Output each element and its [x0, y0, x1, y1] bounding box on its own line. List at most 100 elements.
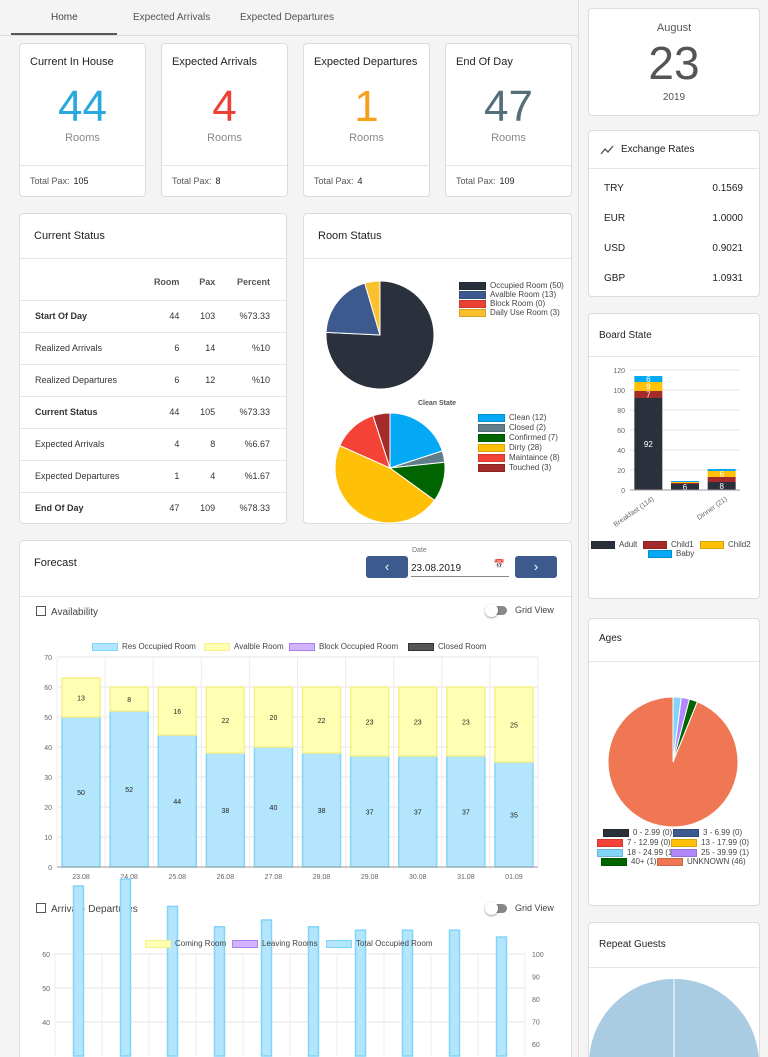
legend-swatch — [408, 642, 434, 651]
kpi-value: 47 — [484, 82, 533, 131]
pax-value: 8 — [215, 176, 221, 186]
col-header-pax: Pax — [199, 276, 216, 287]
legend-swatch — [232, 939, 258, 948]
card-title: Room Status — [318, 230, 382, 242]
legend-item[interactable]: Child2 — [700, 540, 751, 549]
legend-item[interactable]: Leaving Rooms — [232, 939, 318, 948]
tab-expected-arrivals[interactable]: Expected Arrivals — [133, 12, 211, 23]
legend-label: Occupied Room (50) — [490, 281, 564, 290]
legend-item[interactable]: Clean (12) — [478, 413, 546, 422]
legend-swatch — [459, 290, 486, 299]
kpi-value: 1 — [354, 82, 379, 131]
legend-item[interactable]: Adult — [591, 540, 637, 549]
legend-label: 3 - 6.99 (0) — [703, 828, 743, 837]
legend-item[interactable]: 40+ (1) — [601, 857, 657, 866]
card-title: Forecast — [34, 557, 77, 569]
legend-item[interactable]: 13 - 17.99 (0) — [671, 838, 749, 847]
legend-item[interactable]: Maintaince (8) — [478, 453, 560, 462]
col-header-room: Room — [153, 276, 180, 287]
date-input[interactable]: 23.08.2019 📅 — [411, 558, 509, 577]
row-percent: %73.33 — [231, 299, 286, 332]
legend-swatch — [459, 308, 486, 317]
legend-item[interactable]: Closed (2) — [478, 423, 546, 432]
board-state-card: Board State — [588, 313, 760, 599]
kpi-card[interactable]: Expected Arrivals 4 Rooms Total Pax: 8 — [161, 43, 288, 197]
row-percent: %10 — [231, 331, 286, 364]
legend-label: Res Occupied Room — [122, 642, 196, 651]
legend-label: 13 - 17.99 (0) — [701, 838, 750, 847]
date-day: 23 — [648, 37, 700, 89]
legend-item[interactable]: Avalble Room (13) — [459, 290, 556, 299]
legend-label: Maintaince (8) — [509, 453, 560, 462]
legend-label: Closed Room — [438, 642, 487, 651]
grid-view-toggle-2[interactable] — [485, 902, 507, 915]
legend-swatch — [648, 549, 672, 558]
legend-label: Avalble Room (13) — [490, 290, 557, 299]
bar-chart-icon — [36, 903, 46, 913]
legend-label: 7 - 12.99 (0) — [627, 838, 671, 847]
tab-home[interactable]: Home — [51, 12, 78, 23]
legend-item[interactable]: Block Room (0) — [459, 299, 545, 308]
legend-swatch — [459, 281, 486, 290]
row-label: Realized Arrivals — [20, 331, 150, 364]
legend-item[interactable]: Occupied Room (50) — [459, 281, 564, 290]
pax-label: Total Pax: — [30, 176, 70, 186]
legend-item[interactable]: Child1 — [643, 540, 694, 549]
legend-item[interactable]: Res Occupied Room — [92, 642, 196, 651]
legend-swatch — [478, 413, 505, 422]
legend-item[interactable]: Block Occupied Room — [289, 642, 398, 651]
currency-code: USD — [604, 243, 626, 254]
previous-date-button[interactable]: ‹ — [366, 556, 408, 578]
kpi-card[interactable]: End Of Day 47 Rooms Total Pax: 109 — [445, 43, 572, 197]
legend-item[interactable]: UNKNOWN (46) — [657, 857, 746, 866]
legend-item[interactable]: 18 - 24.99 (1) — [597, 848, 675, 857]
tab-expected-departures[interactable]: Expected Departures — [240, 12, 334, 23]
legend-item[interactable]: 25 - 39.99 (1) — [671, 848, 749, 857]
legend-item[interactable]: 7 - 12.99 (0) — [597, 838, 671, 847]
row-room: 6 — [149, 363, 196, 396]
row-pax: 109 — [195, 491, 232, 523]
kpi-card[interactable]: Expected Departures 1 Rooms Total Pax: 4 — [303, 43, 430, 197]
legend-item[interactable]: Closed Room — [408, 642, 486, 651]
legend-label: Closed (2) — [509, 423, 546, 432]
legend-item[interactable]: Confirmed (7) — [478, 433, 558, 442]
legend-label: 0 - 2.99 (0) — [633, 828, 673, 837]
pax-label: Total Pax: — [314, 176, 354, 186]
column-divider — [578, 0, 579, 1057]
legend-label: Avalble Room — [234, 642, 284, 651]
legend-label: 40+ (1) — [631, 857, 657, 866]
row-pax: 103 — [195, 299, 232, 332]
card-title: Board State — [599, 330, 652, 341]
grid-view-toggle[interactable] — [485, 604, 507, 617]
pax-label: Total Pax: — [172, 176, 212, 186]
row-label: End Of Day — [20, 491, 150, 523]
kpi-unit: Rooms — [207, 132, 242, 144]
kpi-title: Expected Arrivals — [172, 56, 257, 68]
row-percent: %10 — [231, 363, 286, 396]
card-title: Ages — [599, 633, 622, 644]
legend-item[interactable]: 3 - 6.99 (0) — [673, 828, 742, 837]
legend-item[interactable]: Daily Use Room (3) — [459, 308, 560, 317]
kpi-unit: Rooms — [491, 132, 526, 144]
forecast-card: Forecast ‹ Date 23.08.2019 📅 › Availabil… — [19, 540, 572, 1057]
calendar-icon[interactable]: 📅 — [493, 559, 505, 569]
legend-item[interactable]: 0 - 2.99 (0) — [603, 828, 672, 837]
legend-label: Confirmed (7) — [509, 433, 558, 442]
legend-item[interactable]: Baby — [648, 549, 694, 558]
kpi-card[interactable]: Current In House 44 Rooms Total Pax: 105 — [19, 43, 146, 197]
row-percent: %73.33 — [231, 395, 286, 428]
next-date-button[interactable]: › — [515, 556, 557, 578]
legend-item[interactable]: Coming Room — [145, 939, 226, 948]
legend-item[interactable]: Avalble Room — [204, 642, 284, 651]
legend-item[interactable]: Total Occupied Room — [326, 939, 432, 948]
legend-item[interactable]: Touched (3) — [478, 463, 551, 472]
row-room: 47 — [149, 491, 196, 523]
legend-swatch — [145, 939, 171, 948]
legend-swatch — [601, 857, 627, 866]
legend-item[interactable]: Dirty (28) — [478, 443, 542, 452]
row-room: 6 — [149, 331, 196, 364]
legend-swatch — [204, 642, 230, 651]
legend-swatch — [603, 828, 629, 837]
legend-label: Baby — [676, 549, 695, 558]
currency-rate: 0.1569 — [712, 183, 743, 194]
